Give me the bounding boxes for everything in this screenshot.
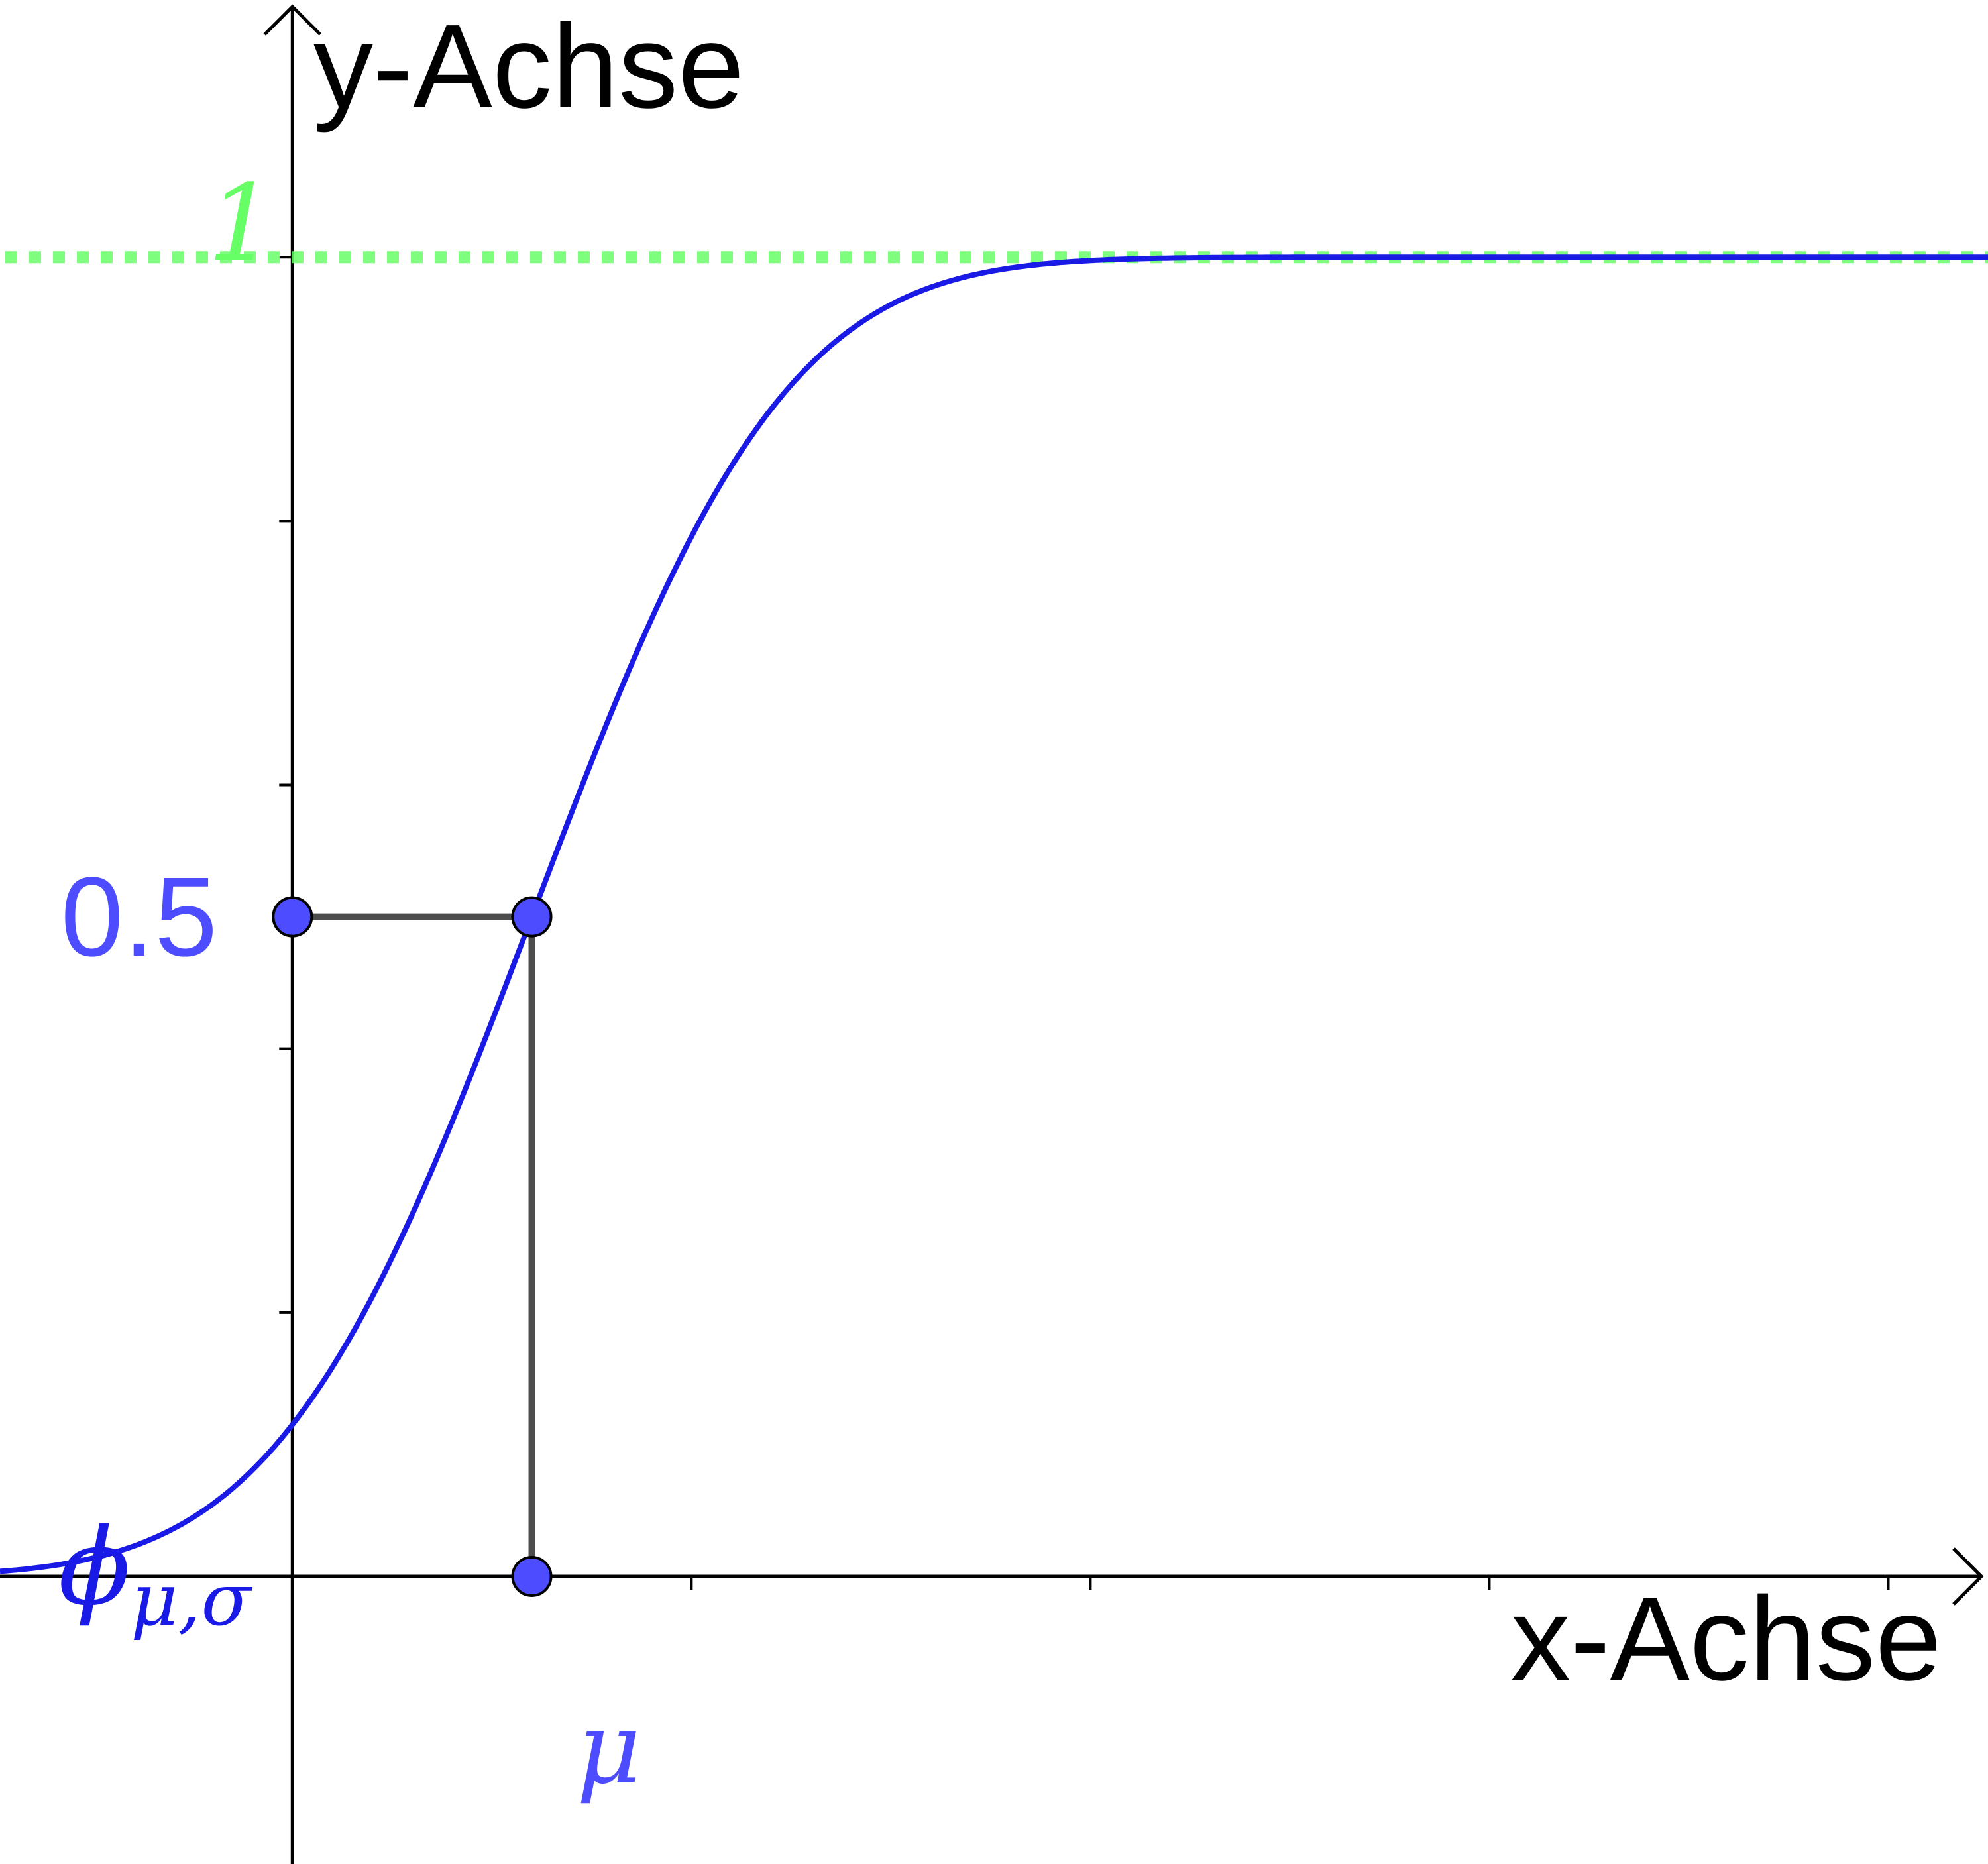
- x-axis-label: x-Achse: [1511, 1572, 1942, 1706]
- y-axis-arrow: [263, 4, 322, 36]
- asymptote-label: 1: [207, 161, 275, 285]
- axis-ticks: [279, 256, 1890, 1590]
- function-label-base: ϕ: [58, 1505, 131, 1629]
- y-value-label: 0.5: [61, 854, 217, 980]
- function-label-subscript: μ,σ: [131, 1557, 252, 1642]
- y-axis-label: y-Achse: [313, 0, 744, 133]
- x-axis-arrow: [1952, 1547, 1984, 1606]
- point-on-curve: [511, 896, 553, 938]
- function-label: ϕμ,σ: [58, 1505, 253, 1642]
- mu-label: μ: [577, 1691, 641, 1806]
- point-y-axis: [272, 896, 313, 938]
- cdf-curve: [0, 254, 1988, 1574]
- point-x-axis: [511, 1556, 553, 1598]
